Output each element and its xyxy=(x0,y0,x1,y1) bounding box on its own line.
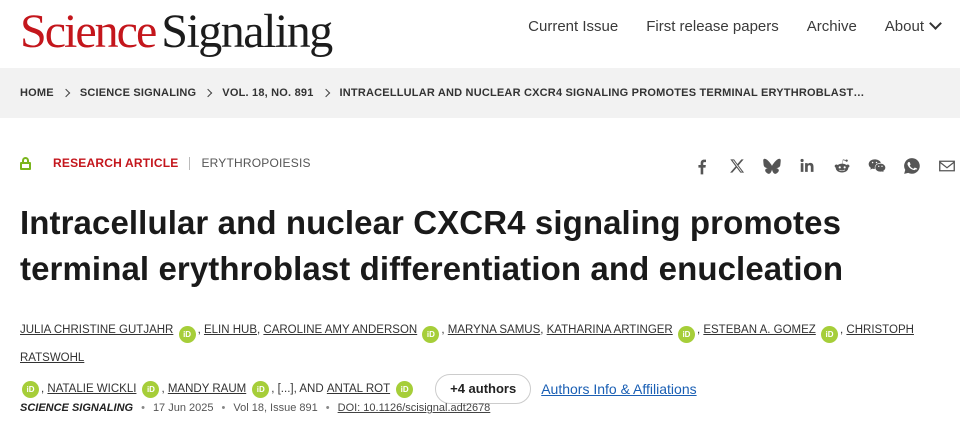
breadcrumb-issue[interactable]: VOL. 18, NO. 891 xyxy=(222,87,314,99)
author-link[interactable]: Esteban A. Gomez xyxy=(703,324,816,336)
separator-dot: • xyxy=(221,402,226,414)
and-text: , AND xyxy=(293,383,324,395)
citation-line: SCIENCE SIGNALING • 17 Jun 2025 • Vol 18… xyxy=(20,402,490,414)
whatsapp-icon[interactable] xyxy=(901,155,923,177)
nav-archive[interactable]: Archive xyxy=(806,18,857,35)
author-link[interactable]: Natalie Wickli xyxy=(47,383,137,395)
orcid-icon[interactable]: iD xyxy=(142,380,160,398)
author-link[interactable]: Caroline Amy Anderson xyxy=(263,324,418,336)
author-link[interactable]: Elin Hub xyxy=(203,324,257,336)
nav-current-issue[interactable]: Current Issue xyxy=(528,18,619,35)
chevron-down-icon xyxy=(929,17,942,30)
site-header: Science Signaling Current Issue First re… xyxy=(0,0,960,68)
separator-dot: • xyxy=(325,402,330,414)
author-link[interactable]: Christoph Ratswohl xyxy=(20,324,914,364)
nav-about-label: About xyxy=(884,18,924,35)
orcid-icon[interactable]: iD xyxy=(677,326,695,343)
wechat-icon[interactable] xyxy=(866,155,888,177)
divider xyxy=(189,156,191,170)
author-list: Julia Christine Gutjahr iD, Elin Hub, Ca… xyxy=(20,316,955,404)
citation-date: 17 Jun 2025 xyxy=(152,402,214,414)
orcid-icon[interactable]: iD xyxy=(252,380,270,398)
logo-science-text: Science xyxy=(20,5,157,58)
author-link[interactable]: Julia Christine Gutjahr xyxy=(20,324,174,336)
author-link[interactable]: Antal Rot xyxy=(326,383,391,395)
doi-link[interactable]: DOI: 10.1126/scisignal.adt2678 xyxy=(337,402,491,414)
orcid-icon[interactable]: iD xyxy=(422,326,440,343)
chevron-right-icon xyxy=(321,88,330,98)
author-row-1: Julia Christine Gutjahr iD, Elin Hub, Ca… xyxy=(20,324,914,364)
breadcrumb-article: INTRACELLULAR AND NUCLEAR CXCR4 SIGNALIN… xyxy=(339,87,865,99)
chevron-right-icon xyxy=(204,88,213,98)
author-link[interactable]: Maryna Samus xyxy=(447,324,541,336)
reddit-icon[interactable] xyxy=(831,155,853,177)
author-link[interactable]: Katharina Artinger xyxy=(546,324,673,336)
orcid-icon[interactable]: iD xyxy=(821,326,839,343)
open-access-lock-icon xyxy=(20,156,31,170)
more-authors-button[interactable]: +4 authors xyxy=(435,374,532,404)
article-meta: RESEARCH ARTICLE ERYTHROPOIESIS xyxy=(20,156,311,170)
x-icon[interactable] xyxy=(726,155,748,177)
chevron-right-icon xyxy=(61,88,71,98)
logo-signaling-text: Signaling xyxy=(161,5,333,58)
citation-journal: SCIENCE SIGNALING xyxy=(20,402,134,414)
author-row-2: iD, Natalie Wickli iD, Mandy Raum iD, [.… xyxy=(20,374,955,404)
email-icon[interactable] xyxy=(936,155,958,177)
nav-about[interactable]: About xyxy=(884,17,942,35)
facebook-icon[interactable] xyxy=(691,155,713,177)
orcid-icon[interactable]: iD xyxy=(22,380,39,398)
journal-logo[interactable]: Science Signaling xyxy=(20,2,333,62)
breadcrumb: HOME SCIENCE SIGNALING VOL. 18, NO. 891 … xyxy=(0,68,960,118)
citation-volume[interactable]: Vol 18, Issue 891 xyxy=(233,402,318,414)
breadcrumb-journal[interactable]: SCIENCE SIGNALING xyxy=(79,87,197,99)
breadcrumb-home[interactable]: HOME xyxy=(20,87,54,99)
bluesky-icon[interactable] xyxy=(761,155,783,177)
author-link[interactable]: Mandy Raum xyxy=(167,383,247,395)
nav-first-release-papers[interactable]: First release papers xyxy=(646,18,779,35)
top-navigation: Current Issue First release papers Archi… xyxy=(528,17,942,35)
author-ellipsis[interactable]: [...] xyxy=(277,383,294,395)
article-type: RESEARCH ARTICLE xyxy=(53,156,179,170)
share-toolbar xyxy=(691,155,958,177)
orcid-icon[interactable]: iD xyxy=(396,380,414,398)
separator-dot: • xyxy=(141,402,145,414)
authors-info-affiliations-link[interactable]: Authors Info & Affiliations xyxy=(541,381,697,397)
article-subject[interactable]: ERYTHROPOIESIS xyxy=(201,156,311,170)
article-title: Intracellular and nuclear CXCR4 signalin… xyxy=(20,204,844,287)
orcid-icon[interactable]: iD xyxy=(178,326,196,343)
linkedin-icon[interactable] xyxy=(796,155,818,177)
